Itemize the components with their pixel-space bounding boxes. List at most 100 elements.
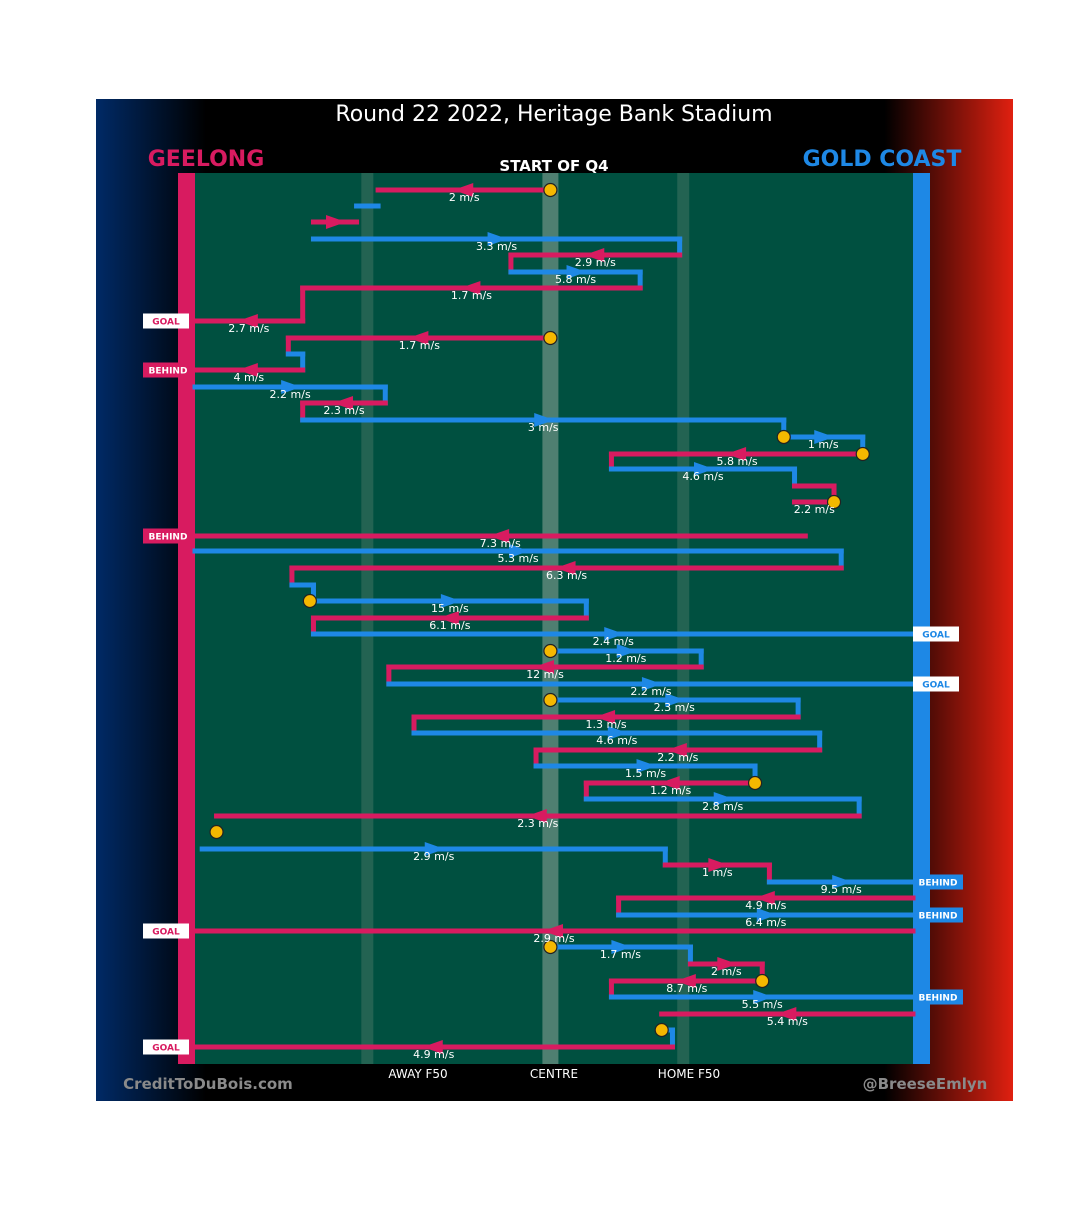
direction-arrow [489, 529, 510, 543]
direction-arrow [438, 611, 459, 625]
result-badge-box [143, 362, 193, 378]
speed-label: 1.7 m/s [600, 948, 641, 961]
speed-label: 7.3 m/s [480, 537, 521, 550]
direction-arrow [693, 462, 714, 476]
speed-label: 1 m/s [808, 438, 839, 451]
stoppage-marker [543, 939, 558, 955]
direction-arrow [453, 183, 474, 197]
direction-arrow [526, 809, 547, 823]
stoppage-marker [776, 429, 791, 445]
speed-label: 6.1 m/s [429, 619, 470, 632]
result-badge-box [143, 1039, 189, 1055]
result-badge-box [143, 528, 193, 544]
result-badge: GOAL [152, 928, 180, 938]
speed-label: 4.6 m/s [596, 734, 637, 747]
zone-label-away-f50: AWAY F50 [388, 1067, 447, 1081]
direction-arrow [326, 215, 347, 229]
direction-arrow [509, 544, 530, 558]
direction-arrow [487, 232, 508, 246]
speed-label: 1.2 m/s [650, 784, 691, 797]
speed-label: 4.9 m/s [745, 899, 786, 912]
result-badge-box [143, 923, 189, 939]
speed-label: 2.8 m/s [702, 800, 743, 813]
stoppage-marker [747, 775, 763, 791]
speed-label: 1.7 m/s [451, 289, 492, 302]
direction-arrow [584, 248, 605, 262]
speed-label: 5.4 m/s [767, 1015, 808, 1028]
result-badge-box [913, 907, 963, 923]
speed-label: 1.7 m/s [399, 339, 440, 352]
direction-arrow [566, 265, 587, 279]
credit-right: @BreeseEmlyn [863, 1075, 988, 1093]
speed-label: 2.9 m/s [533, 932, 574, 945]
geelong-goal-line [178, 173, 195, 1064]
speed-labels: 2 m/s 3.3 m/s 2.9 m/s 5.8 m/s 1.7 m/s 2.7 m/s… [228, 191, 862, 1061]
result-badge: BEHIND [919, 912, 958, 922]
speed-label: 9.5 m/s [821, 883, 862, 896]
speed-label: 2.2 m/s [794, 503, 835, 516]
stoppage-marker [826, 494, 842, 510]
direction-arrow [832, 875, 853, 889]
direction-arrow [756, 908, 777, 922]
speed-label: 2.9 m/s [413, 850, 454, 863]
direction-arrow [422, 1040, 443, 1054]
speed-label: 5.8 m/s [717, 455, 758, 468]
speed-label: 5.8 m/s [555, 273, 596, 286]
stoppage-marker [543, 643, 558, 659]
speed-label: 4.9 m/s [413, 1048, 454, 1061]
direction-arrow [408, 331, 429, 345]
stoppage-marker [855, 446, 870, 462]
direction-arrow [460, 281, 481, 295]
result-badge: GOAL [922, 681, 950, 691]
speed-label: 5.5 m/s [742, 998, 783, 1011]
direction-arrow [659, 776, 680, 790]
direction-arrows [237, 183, 853, 1054]
speed-label: 2.2 m/s [270, 388, 311, 401]
speed-label: 1.2 m/s [605, 652, 646, 665]
direction-arrow [636, 759, 657, 773]
result-badge-box [143, 313, 189, 329]
direction-arrow [641, 677, 662, 691]
speed-label: 2.3 m/s [517, 817, 558, 830]
speed-label: 4.6 m/s [682, 470, 723, 483]
zone-label-centre: CENTRE [530, 1067, 578, 1081]
result-badge-box [913, 874, 963, 890]
direction-arrow [666, 743, 687, 757]
stoppage-marker [209, 824, 224, 840]
speed-label: 3 m/s [528, 421, 559, 434]
direction-arrow [424, 842, 445, 856]
speed-label: 2.4 m/s [593, 635, 634, 648]
direction-arrow [440, 594, 461, 608]
speed-label: 2.7 m/s [228, 322, 269, 335]
result-badge: BEHIND [919, 994, 958, 1004]
speed-label: 2 m/s [449, 191, 480, 204]
direction-arrow [754, 891, 775, 905]
direction-arrow [555, 561, 576, 575]
stoppage-marker [755, 973, 770, 989]
stoppage-marker [543, 182, 558, 198]
stoppage-marker [543, 330, 558, 346]
direction-arrow [675, 974, 696, 988]
direction-arrow [814, 430, 835, 444]
speed-label: 8.7 m/s [666, 982, 707, 995]
direction-arrow [776, 1007, 797, 1021]
direction-arrow [607, 726, 628, 740]
speed-label: 2.3 m/s [323, 404, 364, 417]
quarter-label: START OF Q4 [499, 157, 608, 175]
zone-label-home-f50: HOME F50 [658, 1067, 720, 1081]
speed-label: 1 m/s [702, 866, 733, 879]
speed-label: 2.9 m/s [575, 256, 616, 269]
credit-left: CreditToDuBois.com [123, 1075, 293, 1093]
stoppage-marker [543, 692, 558, 708]
direction-arrow [237, 314, 258, 328]
result-badge: BEHIND [919, 879, 958, 889]
zone-band [677, 173, 690, 1064]
speed-label: 15 m/s [431, 602, 469, 615]
direction-arrow [534, 413, 555, 427]
speed-label: 6.4 m/s [745, 916, 786, 929]
result-badge-box [913, 676, 959, 692]
result-badge-box [913, 989, 963, 1005]
speed-label: 2 m/s [711, 965, 742, 978]
speed-label: 6.3 m/s [546, 569, 587, 582]
